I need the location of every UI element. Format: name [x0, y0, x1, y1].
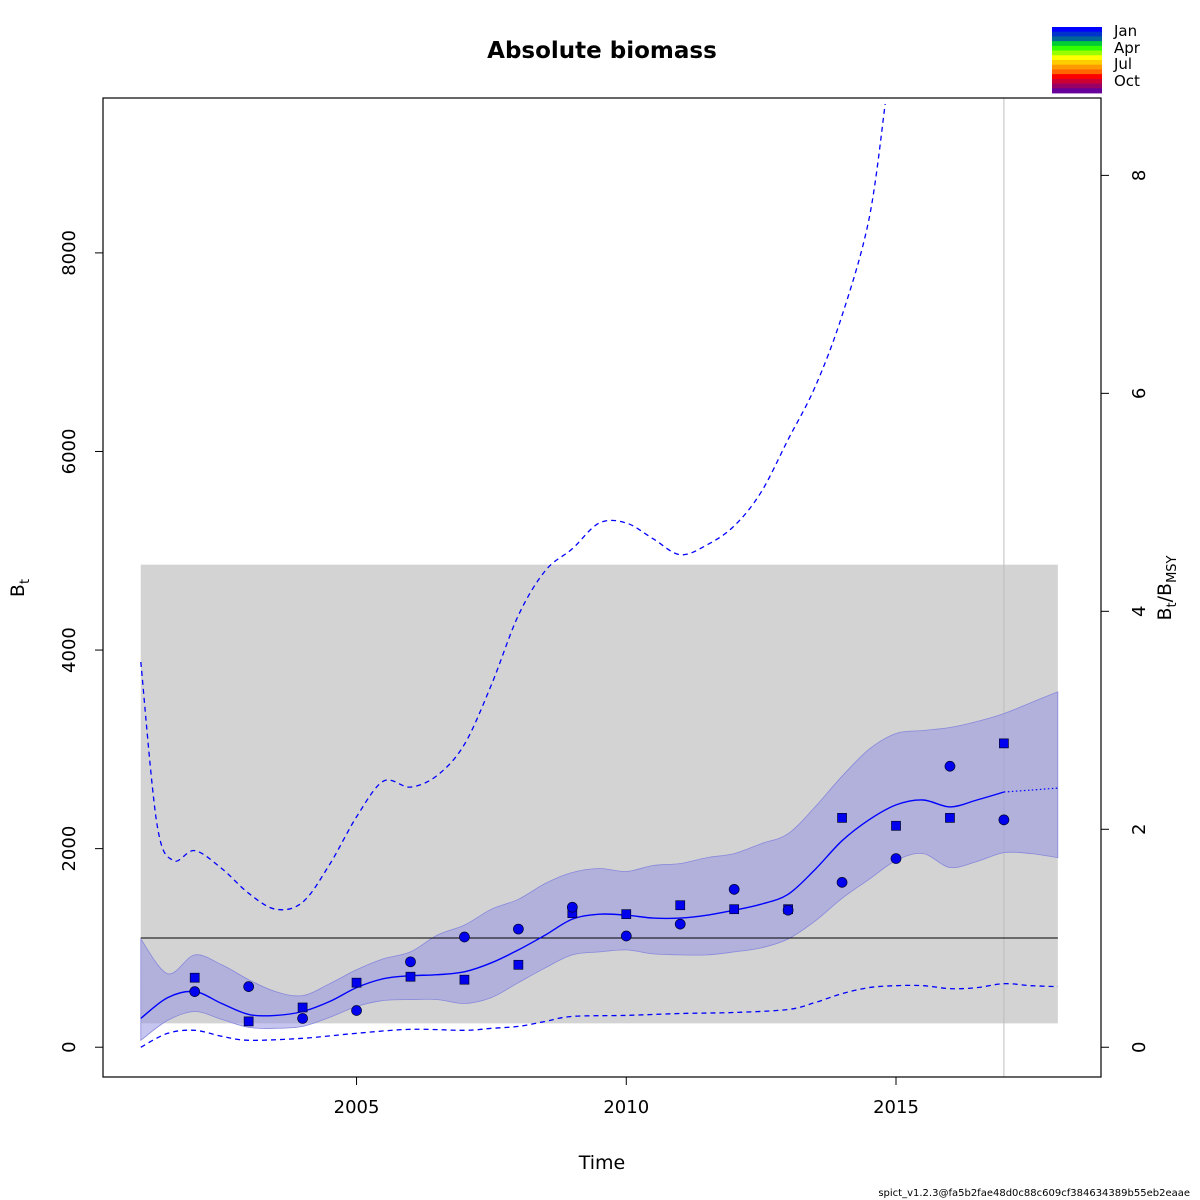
y-right-label-sep: /: [1154, 595, 1176, 602]
legend-swatch: [1052, 31, 1102, 37]
y-left-tick-label: 8000: [59, 230, 80, 276]
y-right-tick-label: 4: [1129, 606, 1150, 617]
index-point-square: [297, 1002, 308, 1013]
index-point-circle: [351, 1005, 362, 1016]
index-point-square: [837, 813, 847, 823]
y-axis-left-label: Bt: [7, 579, 33, 597]
y-right-tick-label: 6: [1129, 388, 1150, 399]
y-right-label-sub1: t: [1165, 602, 1180, 607]
legend-swatch: [1052, 69, 1102, 75]
legend-swatch: [1052, 27, 1102, 33]
legend-label-jul: Jul: [1113, 55, 1132, 73]
legend-swatch: [1052, 60, 1102, 66]
y-right-label-base2: B: [1154, 583, 1176, 596]
legend-swatch: [1052, 50, 1102, 56]
y-axis-right-label: Bt/BMSY: [1154, 555, 1180, 620]
index-point-square: [351, 977, 362, 988]
y-right-tick-label: 2: [1129, 824, 1150, 835]
y-right-tick-label: 0: [1129, 1042, 1150, 1053]
index-point-circle: [189, 986, 201, 997]
biomass-estimate-line: [140, 791, 1005, 1019]
legend-swatch: [1052, 74, 1102, 80]
plot-area: [140, 98, 1059, 1077]
index-point-square: [405, 971, 416, 982]
dashed-lower-interval: [140, 983, 1058, 1048]
y-right-tick-label: 8: [1129, 170, 1150, 181]
plot-layer: [140, 98, 1059, 1077]
index-point-square: [459, 974, 470, 985]
legend-swatch: [1052, 45, 1102, 51]
index-point-circle: [674, 918, 686, 930]
legend-label-jan: Jan: [1113, 22, 1137, 40]
index-point-circle: [620, 930, 632, 942]
y-right-label-sub2: MSY: [1165, 555, 1180, 582]
index-point-circle: [513, 923, 524, 935]
index-point-square: [675, 900, 686, 911]
version-footer: spict_v1.2.3@fa5b2fae48d0c88c609cf384634…: [878, 1188, 1190, 1199]
legend-swatch: [1052, 83, 1102, 89]
legend-swatch: [1052, 88, 1102, 94]
index-point-circle: [836, 877, 848, 888]
chart-title: Absolute biomass: [487, 38, 717, 64]
legend-label-apr: Apr: [1114, 39, 1141, 57]
index-point-square: [621, 909, 632, 920]
biomass-ci-band: [140, 691, 1059, 1042]
x-axis-label: Time: [578, 1152, 626, 1174]
x-axis: 2005 2010 2015: [334, 1077, 919, 1118]
index-point-circle: [998, 814, 1010, 826]
index-point-square: [891, 820, 901, 831]
index-point-circle: [944, 760, 956, 772]
legend-swatch: [1052, 78, 1102, 84]
x-tick-label: 2010: [603, 1097, 649, 1118]
season-legend: Jan Apr Jul Oct: [1052, 22, 1141, 94]
index-point-square: [513, 959, 524, 970]
index-point-circle: [459, 931, 470, 943]
index-point-square: [243, 1016, 254, 1027]
x-tick-label: 2005: [334, 1097, 380, 1118]
index-point-circle: [782, 904, 794, 916]
index-point-square: [999, 738, 1009, 749]
index-point-square: [729, 904, 740, 915]
legend-swatch: [1052, 55, 1102, 61]
index-point-circle: [728, 883, 740, 895]
y-left-tick-label: 4000: [59, 627, 80, 673]
index-point-circle: [243, 981, 255, 992]
plot-frame: [102, 97, 1102, 1078]
legend-swatch: [1052, 36, 1102, 42]
y-left-label-base: B: [7, 584, 29, 597]
index-point-square: [189, 972, 200, 983]
dashed-upper-interval: [140, 103, 886, 911]
y-axis-left: 0 2000 4000 6000 8000: [59, 230, 103, 1053]
index-point-circle: [566, 901, 578, 913]
x-tick-label: 2015: [873, 1097, 919, 1118]
y-axis-right: 0 2 4 6 8: [1101, 170, 1150, 1053]
y-right-label-base1: B: [1154, 607, 1176, 620]
legend-color-bar: [1052, 27, 1102, 94]
index-point-circle: [297, 1013, 308, 1024]
legend-swatch: [1052, 41, 1102, 47]
index-point-circle: [890, 853, 902, 864]
y-left-tick-label: 0: [59, 1041, 80, 1052]
legend-label-oct: Oct: [1114, 72, 1140, 90]
y-left-tick-label: 6000: [59, 429, 80, 475]
legend-swatch: [1052, 64, 1102, 70]
index-point-square: [945, 813, 955, 823]
index-point-circle: [405, 956, 416, 968]
y-left-label-sub: t: [18, 579, 33, 584]
y-left-tick-label: 2000: [59, 826, 80, 872]
